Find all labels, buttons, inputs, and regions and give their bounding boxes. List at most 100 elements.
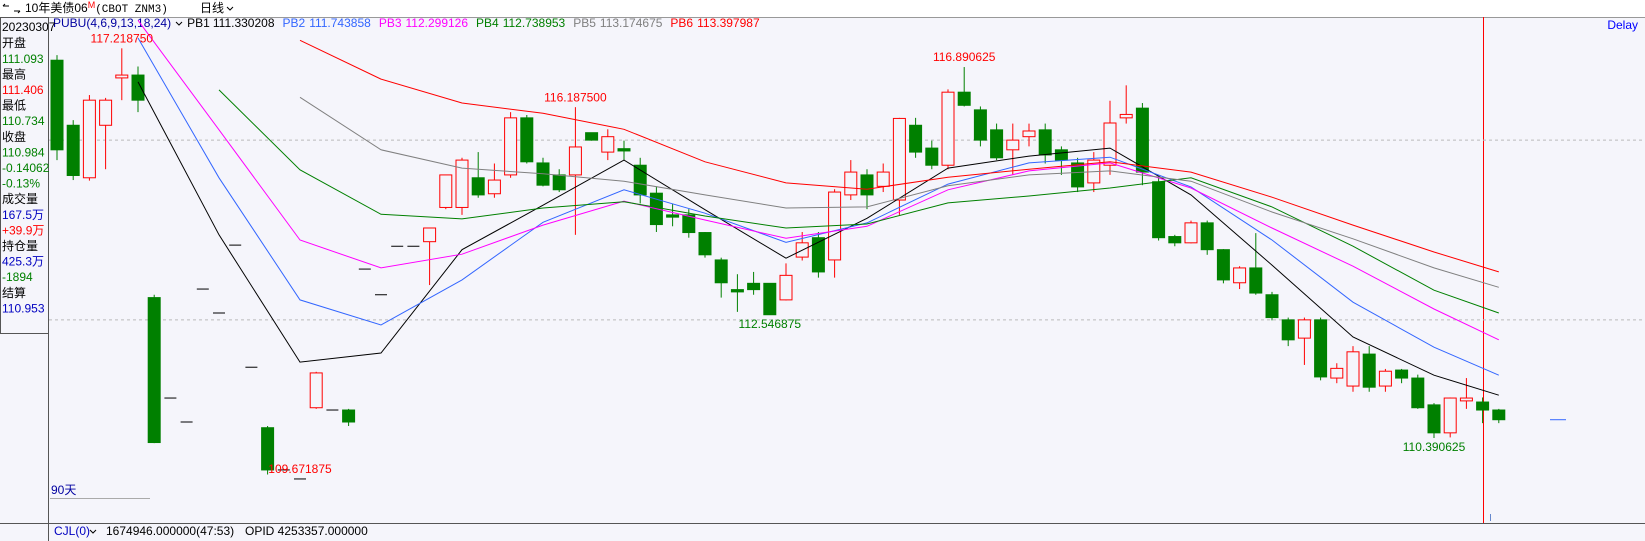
candle-body: [957, 91, 971, 106]
legend-name: PB1: [187, 16, 210, 30]
candle-body: [1330, 367, 1344, 379]
candle-body: [1168, 236, 1182, 244]
candle-body: [1184, 222, 1198, 244]
candle-body: [730, 289, 744, 293]
period-chevron[interactable]: [226, 6, 234, 11]
candle-body: [1103, 122, 1117, 166]
candle-body: [1411, 377, 1425, 409]
candle-body: [1135, 107, 1149, 173]
candle-body: [1443, 397, 1457, 434]
instrument-title[interactable]: 10年美债06M(CBOT ZNM3): [25, 0, 168, 16]
instrument: 10年美债06: [25, 1, 88, 15]
info-row: -1894: [2, 270, 33, 284]
legend-name: PB5: [573, 16, 596, 30]
info-panel-frame: [0, 17, 49, 334]
candle-body: [1071, 162, 1085, 188]
candle-body: [1459, 397, 1473, 402]
candle-body: [1233, 267, 1247, 284]
candle-body: [698, 232, 712, 256]
top-bar: [0, 0, 1645, 17]
candle-body: [617, 148, 631, 152]
candle-body: [115, 74, 129, 79]
info-row: 持仓量: [2, 238, 38, 253]
info-date: 20230307: [2, 20, 56, 34]
candle-body: [1346, 351, 1360, 387]
footer-chevron[interactable]: [89, 529, 97, 534]
legend-value: 113.397987: [697, 16, 760, 30]
candle-body: [455, 159, 469, 208]
ma-line: [299, 96, 1499, 288]
candle-body: [1476, 401, 1490, 411]
ma-line: [137, 81, 1499, 396]
candle-body: [309, 372, 323, 409]
legend-value: 112.738953: [503, 16, 566, 30]
candle-body: [82, 99, 96, 179]
extreme-label: 109.671875: [268, 462, 332, 476]
candle-body: [1022, 130, 1036, 138]
info-row: 167.5万: [2, 208, 44, 222]
candle-body: [1395, 369, 1409, 379]
candle-body: [439, 174, 453, 208]
candle-body: [1152, 181, 1166, 239]
info-row: 结算: [2, 285, 26, 300]
candle-body: [1200, 222, 1214, 251]
indicator-name[interactable]: PUBU(4,6,9,13,18,24): [53, 16, 171, 30]
candle-body: [714, 259, 728, 284]
indicator-chevron[interactable]: [175, 21, 183, 26]
candle-body: [423, 227, 437, 243]
footer-volume: 1674946.000000(47:53): [106, 524, 234, 538]
candle-body: [99, 99, 113, 126]
candle-body: [552, 174, 566, 191]
candle-body: [487, 179, 501, 195]
candle-body: [1038, 129, 1052, 156]
period-selector[interactable]: 日线: [200, 1, 224, 15]
ma-line: [137, 20, 1500, 341]
candle-body: [342, 409, 356, 423]
candle-body: [1378, 370, 1392, 387]
candle-body: [860, 174, 874, 196]
info-row: 110.953: [2, 301, 45, 315]
candle-body: [925, 147, 939, 166]
info-row: 最高: [2, 66, 26, 81]
extreme-label: 116.890625: [933, 50, 996, 64]
candle-body: [520, 117, 534, 163]
extreme-label: 112.546875: [739, 317, 802, 331]
candle-body: [1265, 294, 1279, 319]
legend-value: 113.174675: [600, 16, 663, 30]
info-row: +39.9万: [2, 223, 44, 237]
legend-name: PB3: [379, 16, 402, 30]
info-row: 开盘: [2, 35, 26, 50]
candle-body: [909, 124, 923, 153]
candle-body: [66, 124, 80, 176]
candle-body: [876, 171, 890, 187]
candle-body: [892, 117, 906, 201]
candle-body: [682, 214, 696, 234]
candle-body: [779, 274, 793, 301]
ma-line: [218, 89, 1499, 314]
extreme-label: 116.187500: [544, 90, 607, 104]
candle-body: [601, 136, 615, 153]
instrument-code: (CBOT ZNM3): [95, 4, 168, 16]
swap-icon[interactable]: [2, 3, 21, 14]
info-row: -0.13%: [2, 177, 40, 191]
footer-open-interest: OPID 4253357.000000: [245, 524, 368, 538]
legend-value: 111.743858: [309, 16, 371, 30]
info-row: 111.406: [2, 83, 44, 97]
info-row: 110.984: [2, 145, 45, 159]
info-row: 收盘: [2, 129, 26, 144]
candle-body: [1427, 404, 1441, 434]
candle-body: [1297, 319, 1311, 339]
candle-body: [1054, 149, 1068, 161]
info-row: 110.734: [2, 114, 45, 128]
legend-name: PB4: [476, 16, 499, 30]
candle-body: [1362, 353, 1376, 388]
legend-value: 112.299126: [406, 16, 469, 30]
candle-body: [990, 129, 1004, 159]
legend-name: PB2: [283, 16, 306, 30]
legend-name: PB6: [670, 16, 693, 30]
footer-indicator[interactable]: CJL(0): [54, 524, 90, 538]
candle-body: [844, 171, 858, 196]
extreme-label: 117.218750: [91, 31, 154, 45]
info-row: 425.3万: [2, 255, 44, 269]
